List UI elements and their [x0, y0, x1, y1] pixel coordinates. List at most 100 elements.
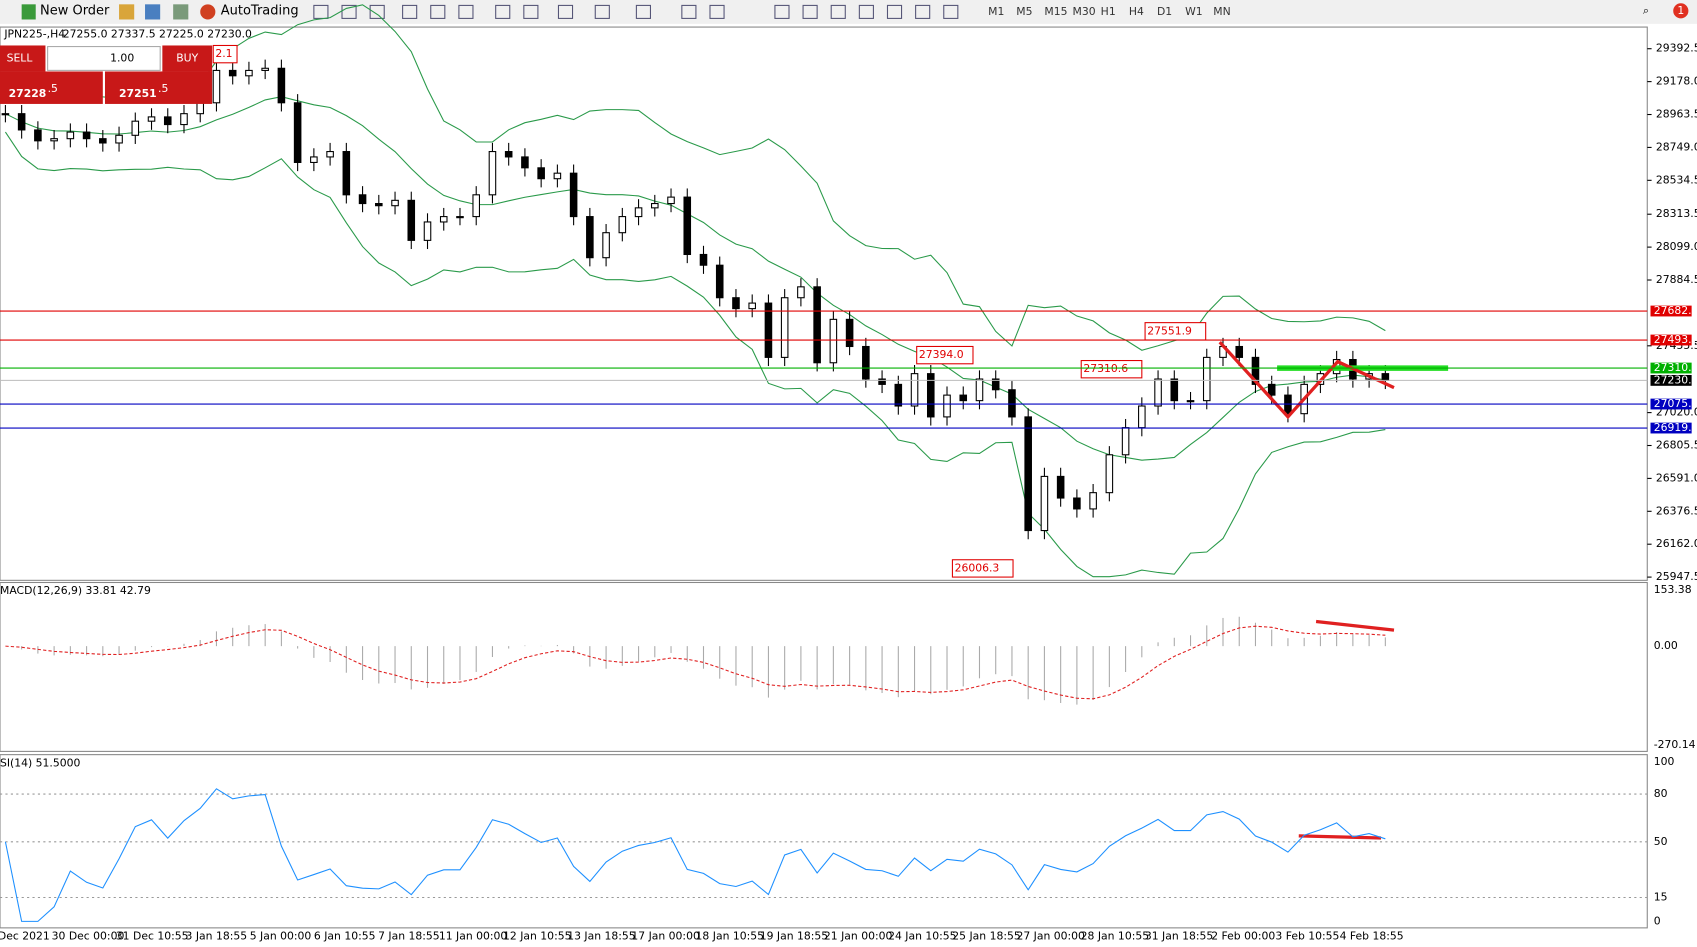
candle	[99, 138, 107, 144]
autotrading-icon[interactable]	[200, 4, 216, 20]
candle	[82, 131, 91, 140]
candle	[602, 232, 610, 259]
candle	[245, 69, 253, 77]
candle	[472, 194, 481, 218]
search-icon[interactable]: ⌕	[1643, 4, 1649, 17]
tool-icon[interactable]	[341, 4, 357, 19]
candle	[1089, 492, 1097, 510]
volume-input[interactable]	[47, 46, 161, 71]
tool-icon[interactable]	[145, 4, 161, 20]
tool-icon[interactable]	[886, 4, 903, 19]
bid-tail: .5	[48, 82, 58, 95]
candle	[504, 151, 513, 158]
price-label: 27884.5	[1656, 273, 1697, 286]
period-button[interactable]: H1	[1101, 5, 1116, 18]
candle	[829, 318, 838, 364]
period-button[interactable]: D1	[1157, 5, 1172, 18]
candle	[862, 345, 870, 380]
tool-icon[interactable]	[523, 4, 539, 19]
annotation: 27394.0	[919, 348, 964, 361]
date-label: 6 Jan 10:55	[314, 930, 376, 943]
candle	[1138, 405, 1146, 429]
date-label: 3 Feb 10:55	[1275, 930, 1339, 943]
candle	[1121, 427, 1130, 456]
tool-icon[interactable]	[858, 4, 874, 19]
candle	[1235, 345, 1244, 358]
tool-icon[interactable]	[594, 4, 610, 19]
macd-label: MACD(12,26,9) 33.81 42.79	[0, 584, 151, 597]
candle	[17, 113, 26, 131]
candle	[423, 221, 432, 241]
trend-arrow	[1315, 619, 1395, 632]
new-order[interactable]: New Order	[40, 3, 110, 18]
period-button[interactable]: M1	[988, 5, 1004, 18]
candle	[407, 199, 416, 241]
tool-icon[interactable]	[173, 4, 189, 20]
tool-icon[interactable]	[119, 4, 135, 20]
candle	[1251, 356, 1260, 385]
new-order-icon[interactable]	[21, 4, 36, 20]
tool-icon[interactable]	[495, 4, 511, 19]
buy-button[interactable]	[162, 45, 213, 72]
corner-label: 2.1	[215, 47, 232, 60]
candle	[131, 120, 140, 136]
toolbar	[0, 0, 1697, 24]
tool-icon[interactable]	[802, 4, 818, 19]
candle	[1024, 416, 1032, 532]
price-label: 29178.0	[1656, 75, 1697, 88]
sell[interactable]: SELL	[7, 51, 33, 64]
tool-icon[interactable]	[458, 4, 474, 19]
date-label: 30 Dec 00:00	[52, 930, 125, 943]
annotation-box	[1080, 359, 1143, 379]
badge[interactable]	[1673, 3, 1689, 19]
badge-count: 1	[1677, 4, 1684, 17]
period-button[interactable]: M30	[1073, 5, 1096, 18]
autotrading[interactable]: AutoTrading	[221, 3, 299, 18]
candle	[1105, 454, 1114, 494]
period-button[interactable]: M5	[1016, 5, 1032, 18]
candle	[813, 286, 821, 364]
tool-icon[interactable]	[557, 4, 574, 19]
macd-axis-label: 0.00	[1654, 639, 1678, 652]
period-button[interactable]: H4	[1129, 5, 1144, 18]
ask-tail: .5	[158, 82, 168, 95]
candle	[115, 134, 123, 144]
tool-icon[interactable]	[681, 4, 697, 19]
date-label: 2 Feb 00:00	[1211, 930, 1275, 943]
candle	[1056, 475, 1065, 499]
date-label: 25 Jan 18:55	[952, 930, 1020, 943]
bid-box[interactable]	[0, 71, 103, 104]
tool-icon[interactable]	[369, 4, 385, 19]
candle	[732, 297, 740, 310]
period-button[interactable]: MN	[1213, 5, 1230, 18]
rsi-axis-label: 80	[1654, 787, 1668, 800]
tool-icon[interactable]	[830, 4, 846, 19]
price-label: 26376.5	[1656, 504, 1697, 517]
buy[interactable]: BUY	[176, 51, 198, 64]
candle	[553, 172, 562, 180]
ask-box[interactable]	[104, 71, 213, 104]
candle	[569, 172, 578, 218]
annotation: 27551.9	[1147, 324, 1192, 337]
period-button[interactable]: W1	[1185, 5, 1203, 18]
candle	[1170, 378, 1179, 402]
volume[interactable]: 1.00	[110, 51, 134, 64]
sell-button[interactable]	[0, 45, 46, 72]
tool-icon[interactable]	[635, 4, 652, 19]
rsi-axis-label: 15	[1654, 891, 1668, 904]
date-label: 19 Jan 18:55	[760, 930, 828, 943]
candle	[667, 196, 675, 205]
tool-icon[interactable]	[430, 4, 446, 19]
period-button[interactable]: M15	[1044, 5, 1067, 18]
annotation: 26006.3	[955, 561, 1000, 574]
bollinger-band	[4, 131, 1386, 578]
date-label: 28 Jan 10:55	[1081, 930, 1149, 943]
candle	[943, 394, 951, 418]
tool-icon[interactable]	[943, 4, 959, 19]
tool-icon[interactable]	[402, 4, 418, 19]
rsi-line	[4, 788, 1386, 922]
tool-icon[interactable]	[774, 4, 790, 19]
tool-icon[interactable]	[709, 4, 725, 19]
tool-icon[interactable]	[915, 4, 931, 19]
